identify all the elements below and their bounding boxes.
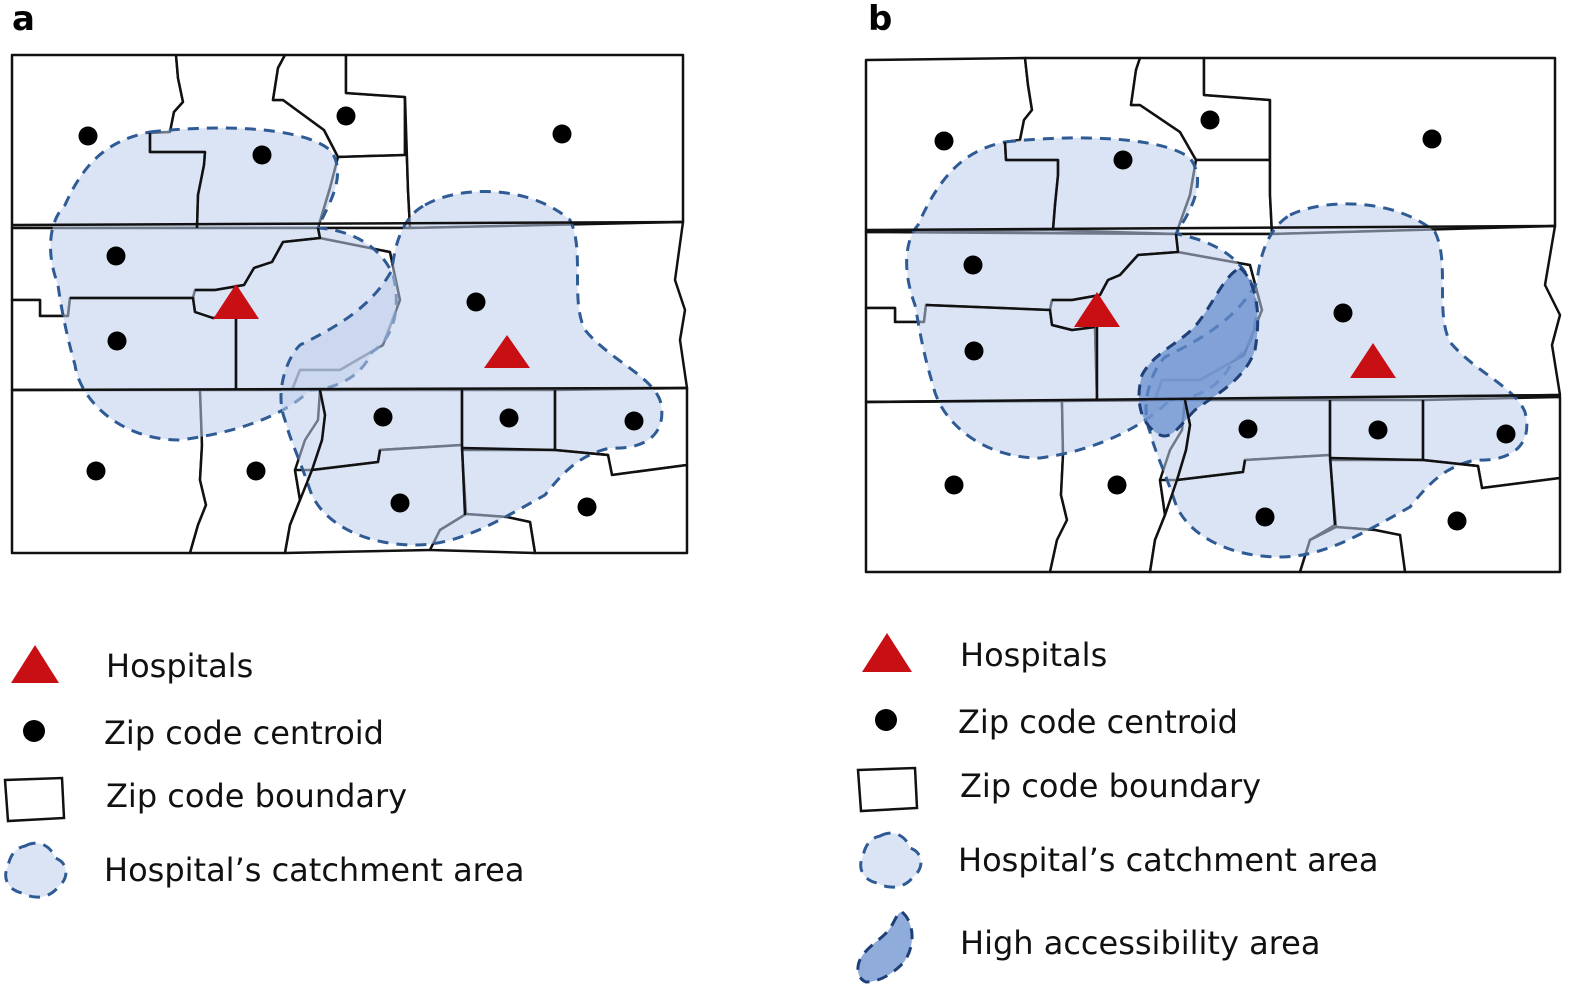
- zip-centroid: [336, 106, 356, 126]
- zip-centroid: [246, 461, 266, 481]
- zip-centroid: [1200, 110, 1220, 130]
- zip-centroid: [1496, 424, 1516, 444]
- zip-centroid: [499, 408, 519, 428]
- panel-a-horizontal-boundary-3: [461, 446, 609, 457]
- panel-a-horizontal-boundary-2: [11, 220, 684, 227]
- panel-b-horizontal-boundary: [865, 393, 1561, 404]
- panel-b-vertical-boundary: [1328, 400, 1337, 526]
- zip-centroid: [1422, 129, 1442, 149]
- zip-centroid: [86, 461, 106, 481]
- zip-centroid: [252, 145, 272, 165]
- panel-b-stream-line: [1163, 399, 1192, 516]
- legend-centroid-icon: [875, 709, 897, 731]
- panel-b-legend: Hospitals Zip code centroid Zip code bou…: [856, 633, 1378, 984]
- high-accessibility-area: [1137, 266, 1260, 438]
- zip-centroid: [552, 124, 572, 144]
- panel-a-horizontal-boundary-4: [311, 449, 382, 472]
- zip-centroid: [1107, 475, 1127, 495]
- legend-hospitals-label: Hospitals: [106, 647, 253, 685]
- zip-centroid: [373, 407, 393, 427]
- panel-b-horizontal-boundary-3: [1329, 456, 1479, 468]
- legend-high-access-icon: [856, 910, 914, 984]
- legend-zip-boundary-icon: [3, 776, 66, 823]
- catchment-area-right: [279, 190, 664, 547]
- zip-centroid: [106, 246, 126, 266]
- panel-b: b: [856, 0, 1562, 984]
- hospital-marker: [213, 284, 259, 319]
- zip-centroid: [390, 493, 410, 513]
- panel-a-legend: Hospitals Zip code centroid Zip code bou…: [3, 645, 524, 899]
- legend-catchment-label: Hospital’s catchment area: [958, 841, 1378, 879]
- zip-centroid: [963, 255, 983, 275]
- zip-centroid: [466, 292, 486, 312]
- panel-b-horizontal-boundary-4: [1176, 459, 1247, 482]
- zip-centroid: [944, 475, 964, 495]
- hospital-marker: [1350, 343, 1396, 378]
- legend-zip-centroid-label: Zip code centroid: [958, 703, 1238, 741]
- zip-centroid: [78, 126, 98, 146]
- zip-centroid: [1113, 150, 1133, 170]
- zip-centroid: [964, 341, 984, 361]
- legend-catchment-label: Hospital’s catchment area: [104, 851, 524, 889]
- panel-a-boundary-top: [148, 133, 207, 229]
- hospital-marker: [1074, 292, 1120, 327]
- zip-centroid: [1333, 303, 1353, 323]
- panel-b-boundary-top: [1003, 141, 1060, 231]
- panel-a-catchment-areas: [49, 126, 664, 547]
- legend-hospitals-label: Hospitals: [960, 636, 1107, 674]
- hospital-marker: [484, 335, 530, 368]
- panel-a-inner-boundary: [195, 227, 322, 292]
- panel-b-centroids: [934, 110, 1516, 531]
- legend-high-access-label: High accessibility area: [960, 924, 1320, 962]
- zip-centroid: [934, 131, 954, 151]
- panel-b-inner-boundary: [1052, 233, 1180, 302]
- legend-catchment-icon: [4, 841, 68, 899]
- panel-a-horizontal-boundary: [11, 386, 688, 392]
- legend-zip-boundary-label: Zip code boundary: [960, 767, 1261, 805]
- zip-centroid: [624, 411, 644, 431]
- panel-a-stream-line: [298, 389, 327, 501]
- panel-b-horizontal-boundary-2: [865, 224, 1556, 232]
- legend-zip-boundary-icon: [856, 766, 919, 813]
- panel-b-label: b: [868, 0, 892, 39]
- legend-catchment-icon: [859, 831, 923, 889]
- legend-hospital-icon: [862, 633, 912, 672]
- zip-centroid: [577, 497, 597, 517]
- zip-centroid: [107, 331, 127, 351]
- panel-a: a: [3, 0, 689, 899]
- panel-a-vertical-boundary: [460, 390, 467, 516]
- panel-b-horizontal-boundary-5: [925, 303, 1096, 332]
- legend-centroid-icon: [23, 720, 45, 742]
- panel-a-label: a: [12, 0, 35, 39]
- zip-centroid: [1255, 507, 1275, 527]
- zip-centroid: [1447, 511, 1467, 531]
- zip-centroid: [1368, 420, 1388, 440]
- panel-a-centroids: [78, 106, 644, 517]
- legend-zip-boundary-label: Zip code boundary: [106, 777, 407, 815]
- zip-centroid: [1238, 419, 1258, 439]
- legend-hospital-icon: [11, 645, 59, 683]
- legend-zip-centroid-label: Zip code centroid: [104, 714, 384, 752]
